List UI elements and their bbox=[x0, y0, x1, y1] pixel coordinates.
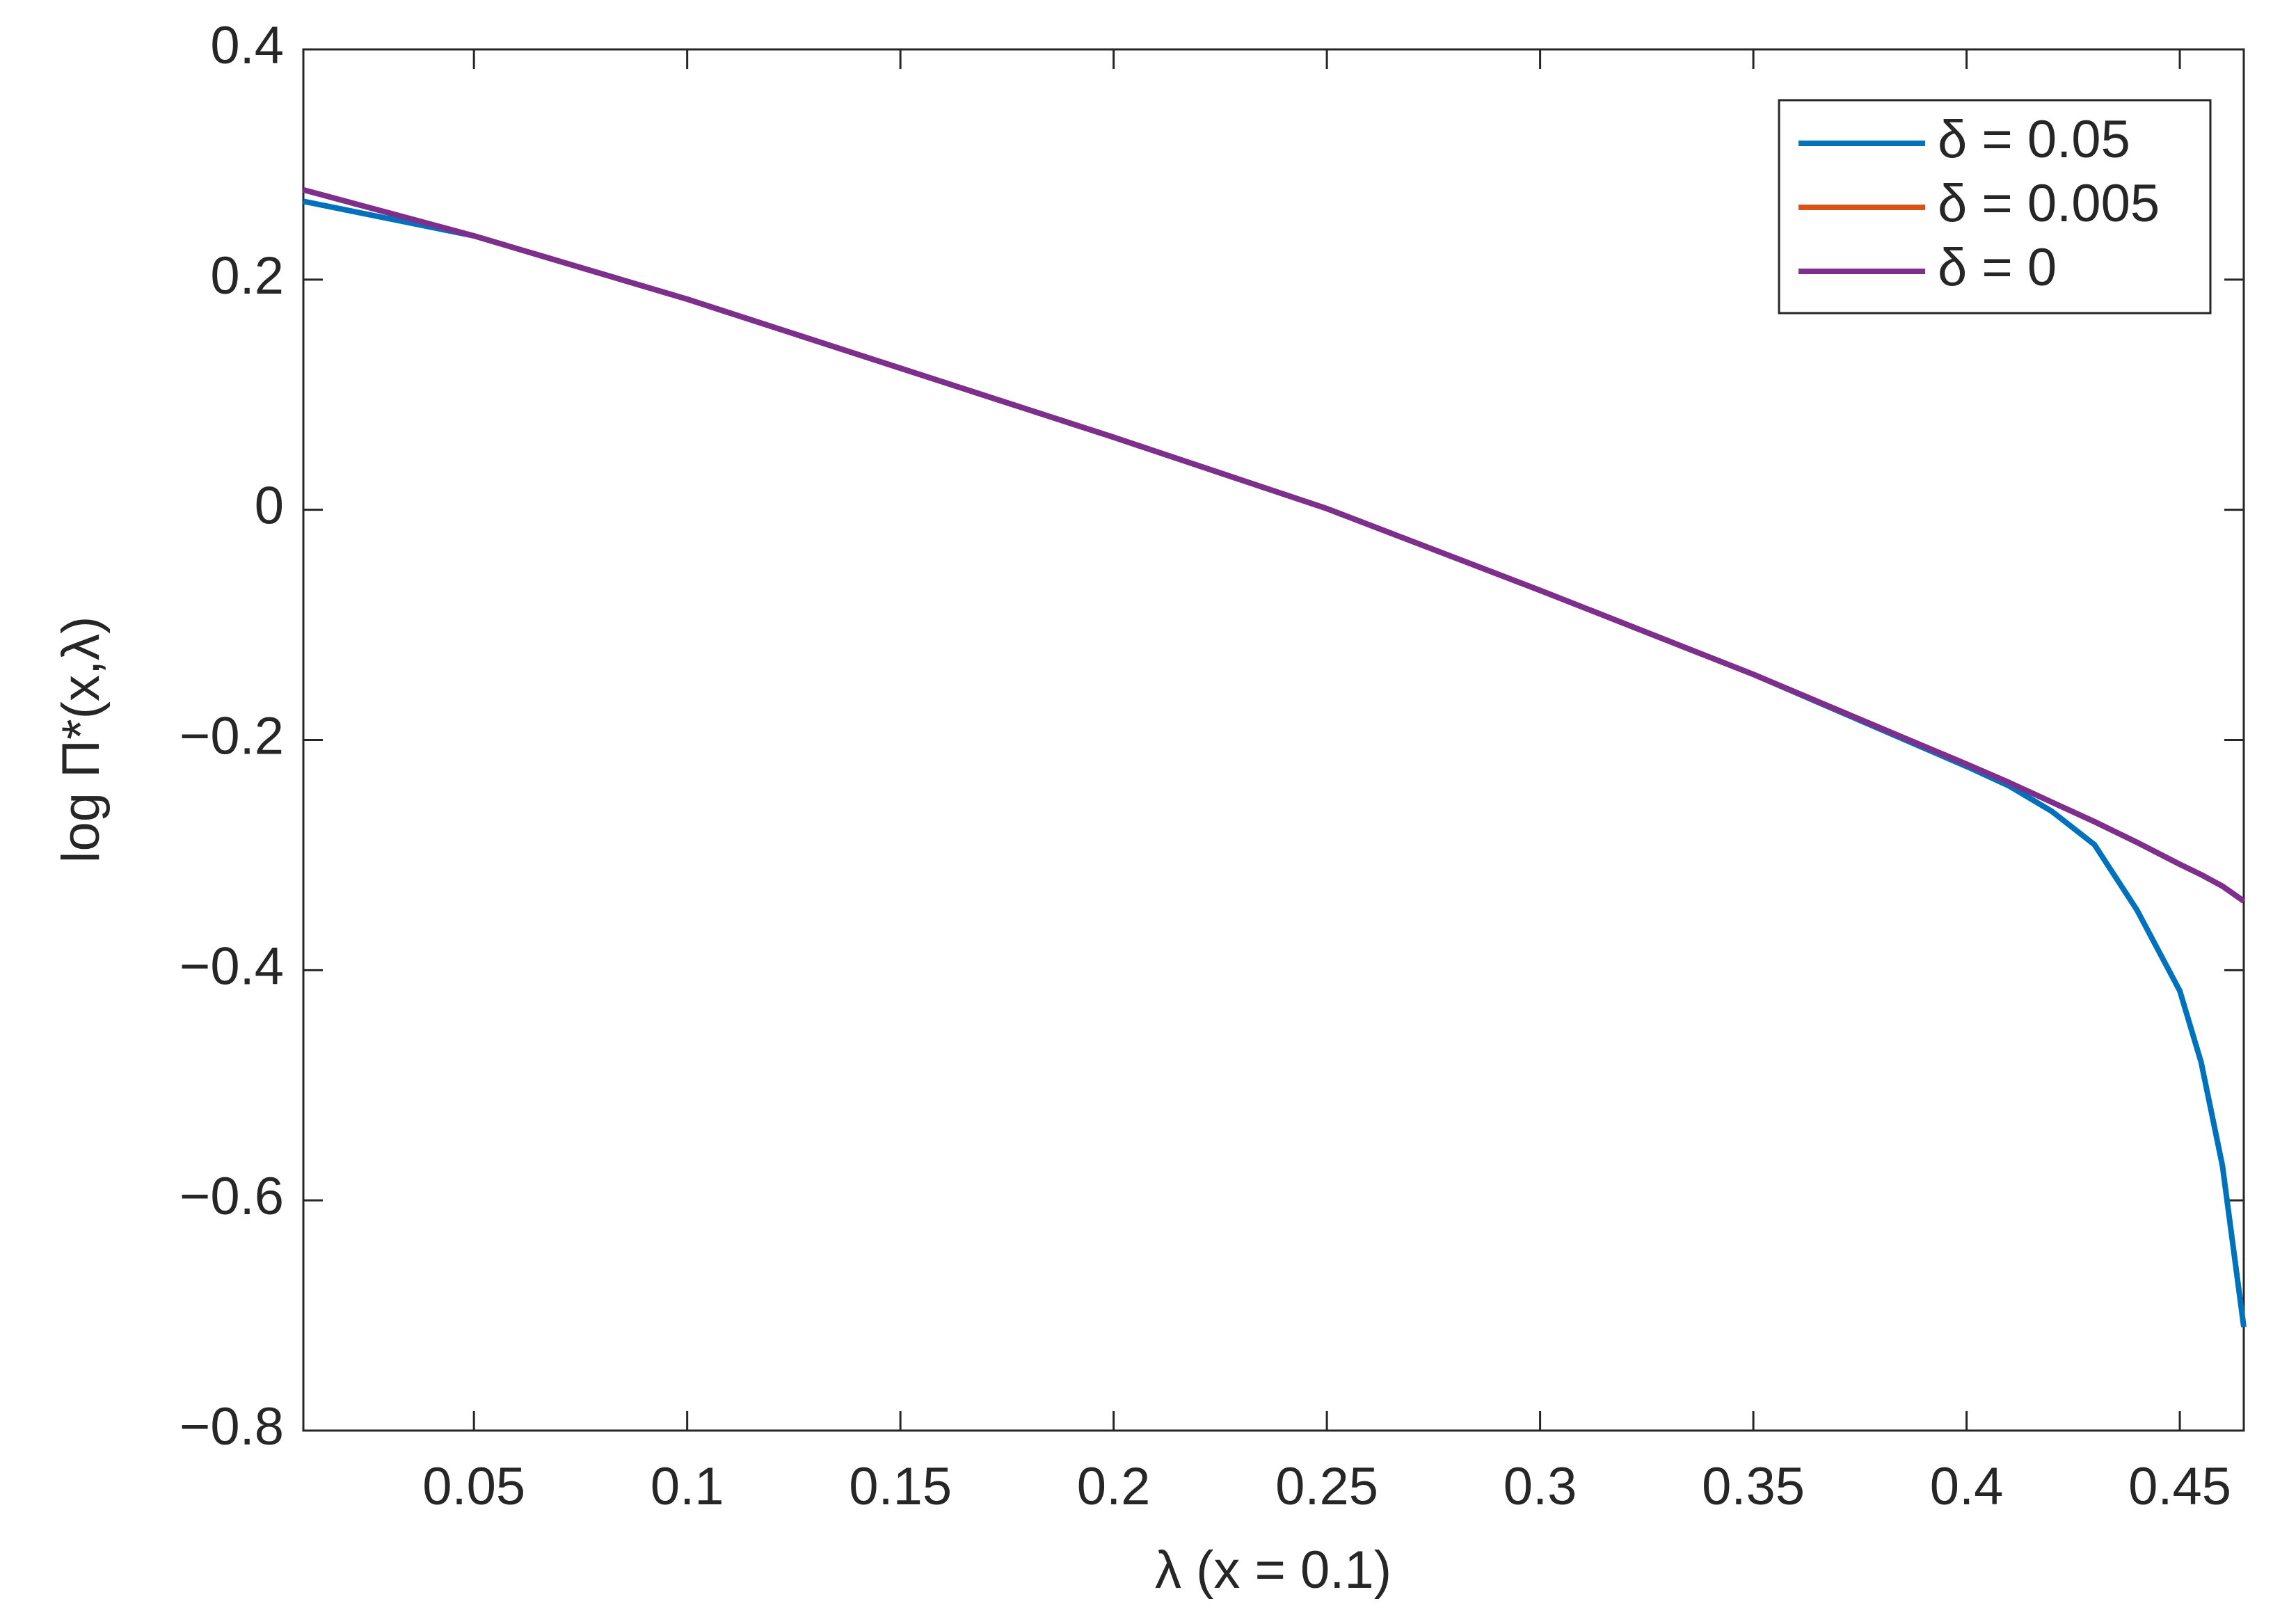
x-axis-label: λ (x = 0.1) bbox=[1155, 1541, 1391, 1600]
x-tick-label: 0.45 bbox=[2128, 1457, 2231, 1516]
y-tick-label: 0.2 bbox=[210, 246, 284, 305]
x-tick-label: 0.35 bbox=[1702, 1457, 1805, 1516]
y-tick-label: −0.6 bbox=[180, 1167, 284, 1226]
x-tick-label: 0.4 bbox=[1930, 1457, 2004, 1516]
y-tick-label: −0.8 bbox=[180, 1397, 284, 1456]
legend-label: δ = 0 bbox=[1938, 238, 2057, 297]
x-tick-label: 0.2 bbox=[1077, 1457, 1151, 1516]
y-tick-label: −0.2 bbox=[180, 707, 284, 766]
y-tick-label: 0.4 bbox=[210, 16, 284, 75]
x-tick-label: 0.05 bbox=[422, 1457, 525, 1516]
x-tick-label: 0.25 bbox=[1275, 1457, 1378, 1516]
x-tick-label: 0.3 bbox=[1504, 1457, 1577, 1516]
x-tick-label: 0.15 bbox=[849, 1457, 952, 1516]
y-axis-label: log Π*(x,λ) bbox=[51, 616, 111, 863]
x-tick-label: 0.1 bbox=[651, 1457, 724, 1516]
y-tick-label: −0.4 bbox=[180, 937, 284, 996]
series-line bbox=[302, 186, 2246, 904]
y-tick-label: 0 bbox=[255, 477, 284, 536]
legend-label: δ = 0.005 bbox=[1938, 174, 2160, 233]
legend-label: δ = 0.05 bbox=[1938, 110, 2130, 169]
